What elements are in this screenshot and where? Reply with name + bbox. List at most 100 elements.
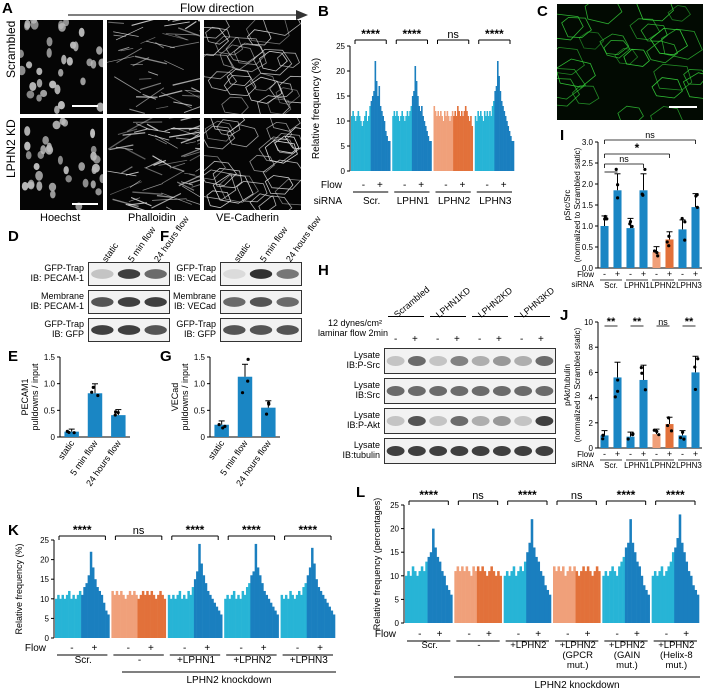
actin-fiber [172,166,185,173]
cell-junction [245,76,283,104]
histogram-bin [280,594,284,638]
histogram-bin [445,116,447,171]
histogram-bin [689,575,693,623]
cell-junction [267,98,292,114]
histogram-bin [662,575,666,623]
histogram-bin [602,575,605,623]
group-label: LPHN1 [624,281,650,290]
group-label: mut.) [567,660,589,671]
histogram-bin [418,106,421,171]
nucleus [45,145,54,155]
flow-minus: - [403,180,406,191]
histogram-bin [530,519,534,623]
nucleus [86,58,93,67]
histogram-bin [433,106,436,171]
histogram-bin [185,598,188,638]
actin-fiber [156,106,169,109]
histogram-bin [462,116,464,171]
histogram-bin [300,594,303,638]
histogram-bin [272,606,275,638]
histogram-bin [57,594,60,638]
sig-label: **** [186,523,205,537]
histogram-bin [472,566,475,623]
flow-plus: + [641,449,646,459]
nucleus [61,119,69,127]
flow-minus: - [665,629,668,640]
sig-label: **** [242,523,261,537]
actin-fiber [151,192,182,209]
actin-fiber [180,135,200,144]
histogram-bin [81,594,84,638]
bar [652,434,661,448]
y-tick-label: 5 [341,142,346,151]
flow-minus: - [239,643,242,654]
group-label: Scr. [421,640,437,651]
blot-band [535,446,554,456]
data-point [113,413,117,417]
actin-fiber [188,179,200,185]
histogram-bin [479,111,482,171]
group-label: LPHN3KD [518,285,557,320]
actin-fiber [183,151,200,158]
y-tick-label: 1.5 [194,353,206,362]
nucleus [35,170,43,181]
y-tick-label: 20 [390,525,399,534]
histogram-bin [124,598,127,638]
histogram-bin [354,121,357,171]
data-point [601,437,605,441]
actin-fiber [168,131,200,138]
bar [626,228,635,268]
histogram-bin [503,111,506,171]
group-label: LPHN3 [676,281,702,290]
blot-band [514,416,533,426]
actin-fiber [129,108,145,114]
nucleus [46,36,53,47]
y-tick-label: 25 [40,536,49,545]
histogram-bin [250,575,253,638]
histogram-bin [571,571,574,623]
nucleus [61,54,67,65]
actin-fiber [155,138,167,145]
histogram-bin [385,131,387,171]
histogram-bin [96,587,99,638]
histogram-bin [220,614,223,638]
histogram-bin [157,594,160,638]
histogram-bin [133,590,136,638]
group-label: Scrambled [392,284,432,320]
data-point [693,387,698,392]
nucleus [78,27,85,38]
histogram-bin [503,575,507,623]
histogram-bin [85,583,88,638]
histogram-bin [493,101,495,171]
histogram-bin [514,575,518,623]
histogram-bin [557,566,561,623]
nucleus [63,20,70,27]
histogram-bin [353,116,356,171]
flow-minus: - [394,334,398,345]
blot-band [386,386,405,396]
data-point [603,214,607,219]
y-tick-label: 2 [589,419,594,428]
histogram-bin [447,589,451,623]
actin-fiber [152,198,187,201]
histogram-bin [243,594,247,638]
histogram-bin [494,575,498,623]
blot-band [429,446,448,456]
actin-fiber [120,47,134,52]
actin-fiber [142,93,157,100]
data-point [640,371,644,375]
actin-fiber [155,41,165,49]
blot-row-label: GFP-Trap IB: GFP [176,319,216,339]
nucleus [20,65,26,76]
histogram-bin [586,566,590,623]
actin-fiber [176,181,195,191]
y-tick-label: 6 [589,368,594,377]
cell-junction [557,46,585,76]
bar [613,190,622,268]
histogram-bin [437,111,440,171]
cell-junction [561,17,592,39]
histogram-bin [504,116,507,171]
histogram-bin [361,126,364,171]
y-tick-label: 0 [51,433,56,442]
cell-junction [245,20,290,45]
